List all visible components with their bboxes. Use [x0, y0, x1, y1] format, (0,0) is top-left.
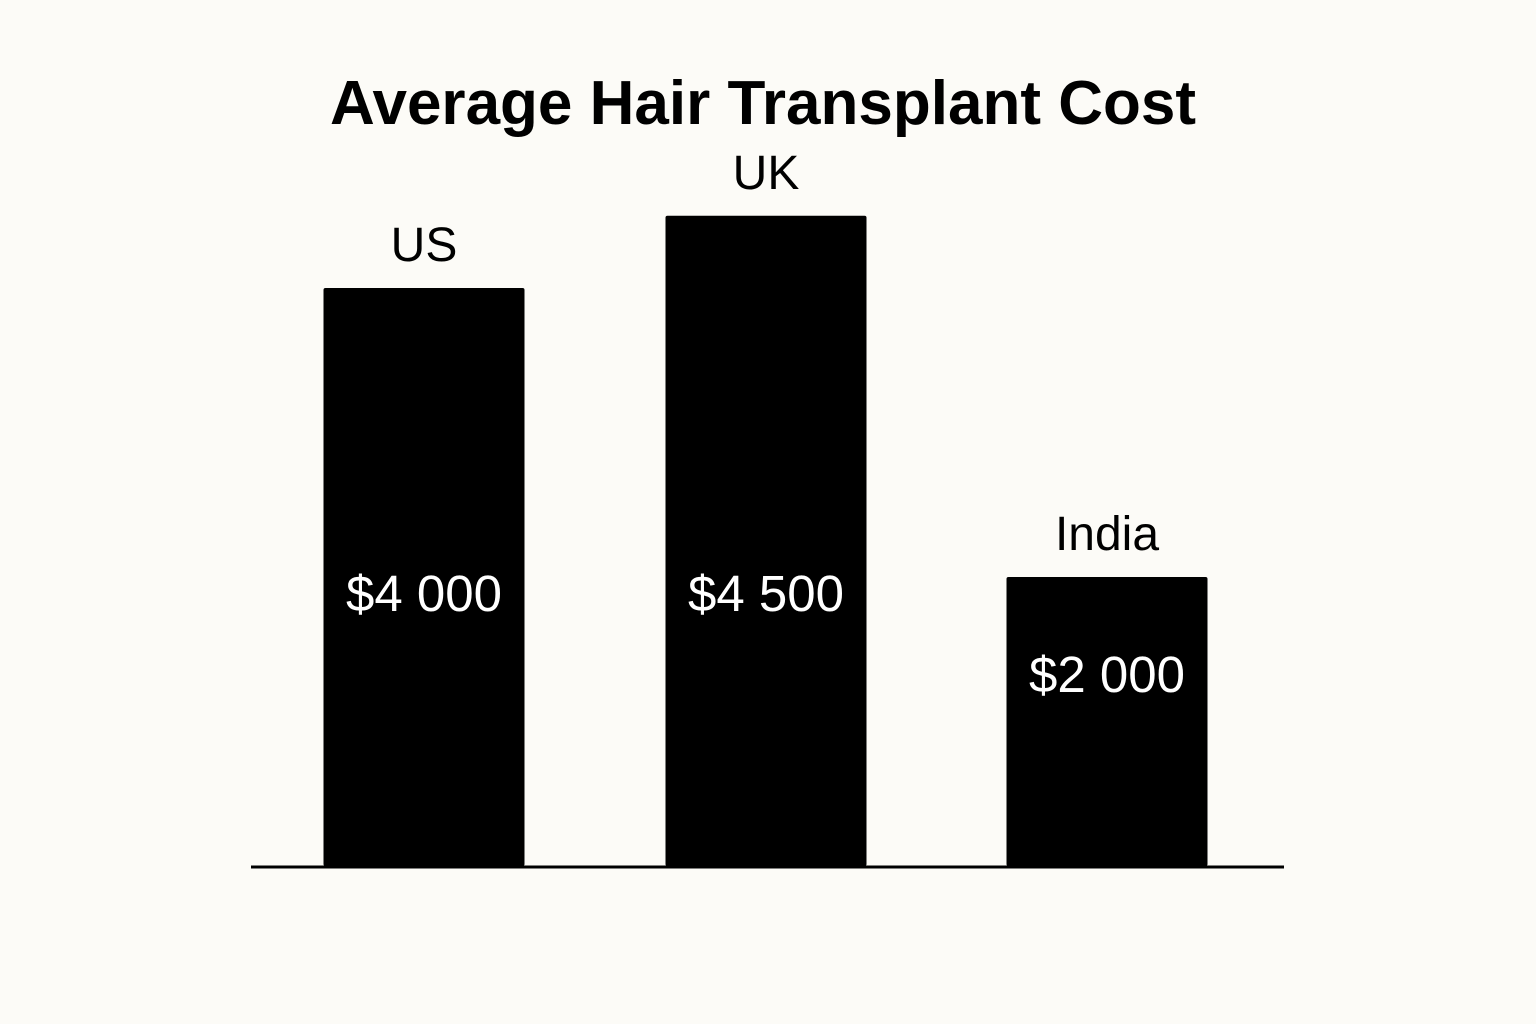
bar-us [323, 288, 525, 866]
category-label-us: US [391, 219, 458, 272]
category-label-india: India [1055, 508, 1159, 561]
value-label-uk: $4 500 [688, 565, 844, 622]
value-label-india: $2 000 [1029, 646, 1185, 703]
category-label-uk: UK [733, 147, 800, 200]
bars-group: US $4 000 UK $4 500 India $2 000 [323, 147, 1208, 866]
value-label-us: $4 000 [346, 565, 502, 622]
bar-india [1006, 577, 1208, 866]
chart-title: Average Hair Transplant Cost [330, 69, 1196, 138]
bar-uk [665, 215, 867, 866]
